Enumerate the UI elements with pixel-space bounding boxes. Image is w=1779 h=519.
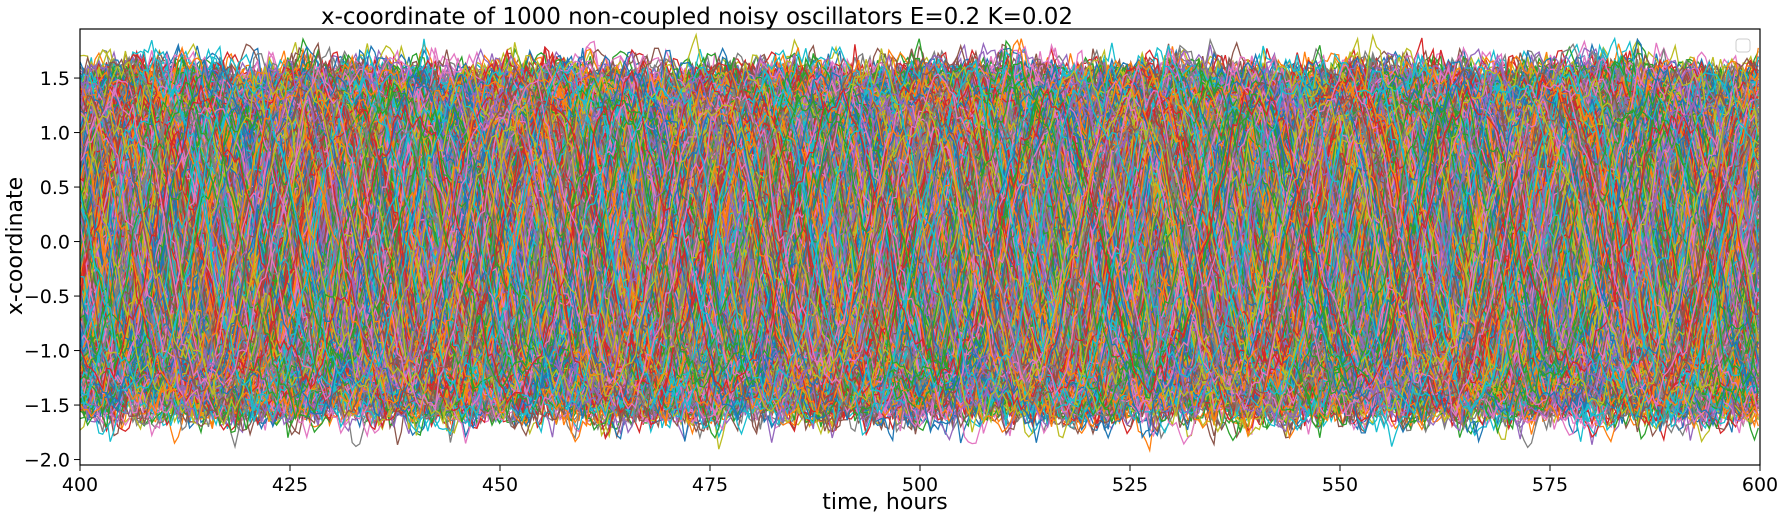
chart-title: x-coordinate of 1000 non-coupled noisy o… — [321, 4, 1073, 30]
x-tick-label: 600 — [1742, 474, 1778, 496]
y-tick-label: −1.5 — [24, 395, 70, 417]
y-axis-label: x-coordinate — [3, 177, 28, 315]
y-tick-label: −2.0 — [24, 450, 70, 472]
x-tick-label: 450 — [482, 474, 518, 496]
x-tick-label: 475 — [692, 474, 728, 496]
y-tick-label: −1.0 — [24, 341, 70, 363]
y-tick-label: 1.0 — [40, 123, 70, 145]
x-tick-label: 425 — [272, 474, 308, 496]
y-axis: −2.0 −1.5 −1.0 −0.5 0.0 0.5 1.0 1.5 — [24, 68, 80, 472]
x-tick-label: 400 — [62, 474, 98, 496]
y-tick-label: 0.0 — [40, 232, 70, 254]
x-tick-label: 525 — [1112, 474, 1148, 496]
y-tick-label: 0.5 — [40, 177, 70, 199]
x-axis-label: time, hours — [822, 490, 948, 515]
y-tick-label: 1.5 — [40, 68, 70, 90]
y-tick-label: −0.5 — [24, 286, 70, 308]
x-tick-label: 550 — [1322, 474, 1358, 496]
x-tick-label: 575 — [1532, 474, 1568, 496]
legend-box — [1736, 39, 1750, 52]
series-layer — [80, 35, 1758, 451]
